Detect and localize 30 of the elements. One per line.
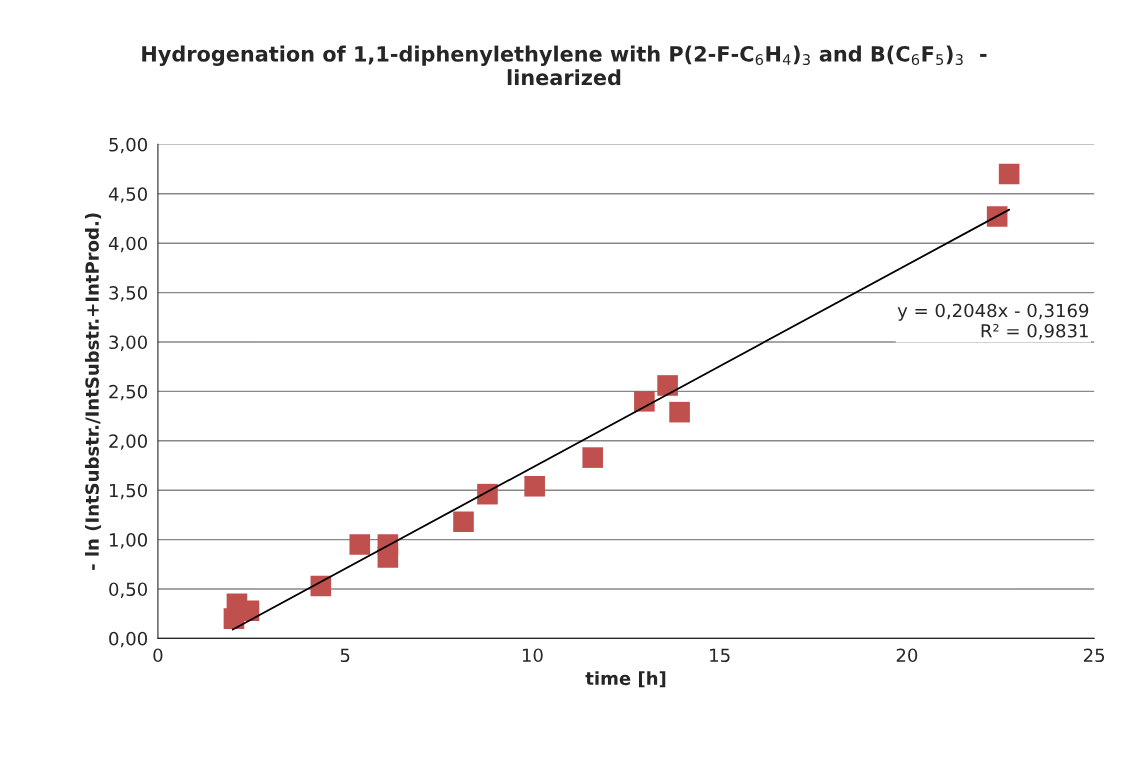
annotation: y = 0,2048x - 0,3169 R² = 0,9831	[897, 303, 1089, 340]
y-tick-label: 2,00	[109, 434, 147, 450]
y-tick-label: 5,00	[109, 137, 147, 154]
point	[582, 447, 604, 468]
y-tick-label: 1,50	[109, 483, 147, 500]
x-tick-label: 15	[710, 648, 730, 663]
point	[657, 375, 678, 396]
point	[524, 475, 545, 497]
chart-title: Hydrogenation of 1,1-diphenylethylene with P(2-F-C$_{6}$H$_{4}$)$_{3}$ and B(C$_{6}$F$_{5}$)$_{3}$ - linearized	[142, 45, 987, 86]
y-tick-label: 0,50	[109, 582, 147, 598]
point	[349, 534, 371, 555]
point	[634, 390, 655, 412]
x-tick-label: 25	[1084, 648, 1105, 663]
y-tick-label: 0,00	[109, 631, 147, 648]
y-tick-label: 3,00	[109, 335, 147, 351]
y-tick-label: 2,50	[109, 384, 147, 401]
x-tick-label: 10	[522, 648, 543, 663]
x-tick-label: 5	[340, 648, 350, 663]
point	[377, 547, 399, 568]
x-tick-label: 20	[896, 648, 918, 663]
x-axis-title: time [h]	[585, 671, 666, 688]
point	[453, 511, 474, 533]
y-tick-label: 1,00	[109, 533, 147, 549]
y-tick-label: 4,00	[108, 236, 147, 253]
y-tick-label: 4,50	[108, 187, 147, 203]
point	[998, 163, 1020, 185]
y-tick-label: 3,50	[109, 286, 147, 302]
y-axis-title: - ln (IntSubstr./IntSubstr.+IntProd.)	[84, 213, 102, 570]
point	[669, 401, 690, 423]
x-tick-label: 0	[153, 648, 163, 663]
